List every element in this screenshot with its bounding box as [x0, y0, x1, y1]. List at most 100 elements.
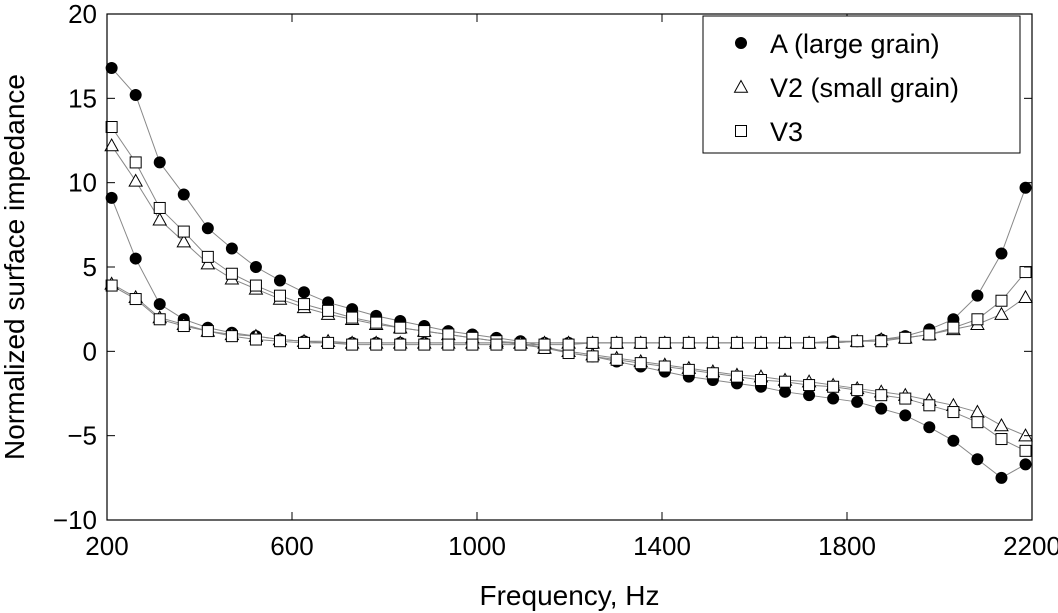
data-point	[1019, 181, 1032, 194]
data-point	[1018, 428, 1033, 442]
y-tick-label: 20	[68, 0, 97, 29]
data-point	[370, 338, 383, 351]
y-tick-label: 15	[68, 83, 97, 113]
data-point	[322, 304, 335, 317]
x-tick-label: 2200	[1003, 531, 1058, 561]
data-point	[298, 336, 311, 349]
legend-marker	[733, 79, 749, 93]
data-point	[418, 338, 431, 351]
plot-markers	[104, 61, 1033, 484]
data-point	[201, 250, 214, 263]
data-point	[394, 321, 407, 334]
data-point	[538, 338, 551, 351]
x-tick-label: 1400	[633, 531, 691, 561]
data-point	[1019, 458, 1032, 471]
data-point	[225, 330, 238, 343]
data-point	[225, 242, 238, 255]
data-point	[1019, 266, 1032, 279]
data-point	[803, 389, 816, 402]
data-point	[779, 336, 792, 349]
x-tick-label: 1800	[818, 531, 876, 561]
data-point	[153, 201, 166, 214]
data-point	[105, 279, 118, 292]
data-point	[273, 274, 286, 287]
data-point	[658, 336, 671, 349]
data-point	[514, 338, 527, 351]
data-point	[177, 225, 190, 238]
data-point	[899, 409, 912, 422]
data-point	[971, 289, 984, 302]
data-point	[706, 367, 719, 380]
data-point	[947, 434, 960, 447]
data-point	[249, 279, 262, 292]
data-point	[370, 316, 383, 329]
data-point	[201, 222, 214, 235]
data-point	[899, 392, 912, 405]
data-point	[586, 350, 599, 363]
data-point	[803, 336, 816, 349]
data-point	[466, 338, 479, 351]
data-point	[153, 313, 166, 326]
legend-box	[702, 15, 1021, 154]
data-point	[971, 416, 984, 429]
data-point	[418, 325, 431, 338]
data-point	[346, 338, 359, 351]
data-point	[803, 379, 816, 392]
legend-label: A (large grain)	[770, 29, 940, 59]
data-point	[682, 363, 695, 376]
data-point	[105, 191, 118, 204]
y-axis-label: Normalized surface impedance	[0, 74, 30, 460]
data-point	[634, 357, 647, 370]
data-point	[827, 336, 840, 349]
data-point	[706, 336, 719, 349]
y-tick-label: 5	[83, 252, 97, 282]
axis-ticks	[106, 13, 1033, 521]
data-point	[754, 374, 767, 387]
y-tick-label: −10	[53, 505, 97, 535]
data-point	[923, 328, 936, 341]
data-point	[923, 399, 936, 412]
series-markers	[105, 266, 1032, 351]
legend-marker	[735, 125, 747, 137]
data-point	[129, 156, 142, 169]
data-point	[923, 421, 936, 434]
x-tick-label: 1000	[448, 531, 506, 561]
data-point	[947, 406, 960, 419]
data-point	[1018, 289, 1033, 304]
data-point	[129, 293, 142, 306]
data-point	[851, 395, 864, 408]
data-point	[730, 370, 743, 383]
data-point	[442, 338, 455, 351]
data-point	[200, 256, 216, 270]
data-point	[971, 313, 984, 326]
series-markers	[105, 121, 1032, 457]
data-point	[153, 156, 166, 169]
data-point	[994, 418, 1009, 432]
data-point	[779, 375, 792, 388]
data-point	[730, 336, 743, 349]
data-point	[128, 173, 144, 187]
data-point	[322, 336, 335, 349]
data-point	[971, 453, 984, 466]
data-point	[177, 320, 190, 333]
data-point	[490, 338, 503, 351]
data-point	[153, 298, 166, 311]
y-tick-label: −5	[67, 421, 97, 451]
data-point	[298, 298, 311, 311]
x-tick-label: 600	[270, 531, 313, 561]
data-point	[176, 234, 192, 248]
data-point	[827, 380, 840, 393]
y-tick-label: 10	[68, 168, 97, 198]
data-point	[899, 331, 912, 344]
data-point	[851, 384, 864, 397]
data-point	[610, 353, 623, 366]
legend-label: V2 (small grain)	[770, 73, 959, 103]
data-point	[273, 289, 286, 302]
data-point	[851, 335, 864, 348]
legend-items: A (large grain) V2 (small grain) V3	[733, 29, 959, 147]
legend-marker	[735, 37, 747, 49]
legend: A (large grain) V2 (small grain) V3	[702, 15, 1021, 154]
data-point	[994, 306, 1009, 320]
data-point	[995, 433, 1008, 446]
